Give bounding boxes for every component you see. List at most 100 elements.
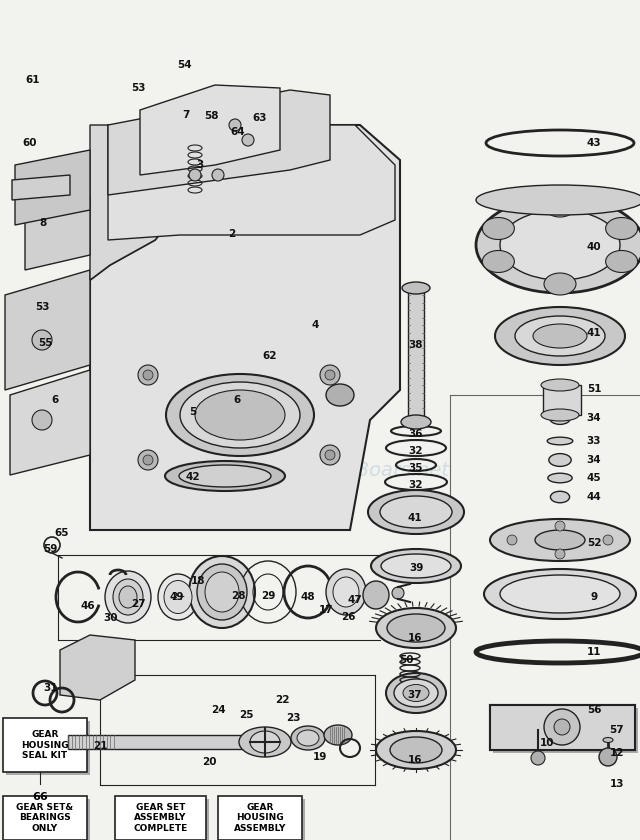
Bar [115,796,206,840]
Bar [3,718,87,772]
Text: 50: 50 [399,655,413,665]
Text: 19: 19 [313,752,327,762]
Text: 13: 13 [610,779,624,789]
Ellipse shape [105,571,151,623]
Polygon shape [90,125,400,530]
Polygon shape [15,150,90,225]
Ellipse shape [547,437,573,445]
Ellipse shape [376,608,456,648]
Circle shape [320,445,340,465]
Ellipse shape [326,569,366,615]
Bar [408,290,424,418]
Ellipse shape [541,379,579,391]
Ellipse shape [550,491,570,503]
Ellipse shape [239,727,291,757]
Text: 43: 43 [587,138,602,148]
Ellipse shape [189,556,255,628]
Text: 56: 56 [587,705,601,715]
Polygon shape [5,270,90,390]
Circle shape [189,169,201,181]
Circle shape [32,410,52,430]
Ellipse shape [605,218,637,239]
Text: 55: 55 [38,338,52,348]
Text: 12: 12 [610,748,624,758]
Ellipse shape [402,282,430,294]
Text: 60: 60 [23,138,37,148]
Text: GEAR
HOUSING
SEAL KIT: GEAR HOUSING SEAL KIT [21,730,69,760]
Text: 57: 57 [610,725,624,735]
Bar [543,385,581,415]
Polygon shape [90,125,178,280]
Ellipse shape [476,185,640,215]
Text: 21: 21 [93,741,108,751]
Text: 9: 9 [591,592,598,602]
Circle shape [320,365,340,385]
Ellipse shape [500,575,620,613]
Text: 41: 41 [587,328,602,338]
Ellipse shape [166,374,314,456]
Text: 53: 53 [131,83,145,93]
Ellipse shape [371,549,461,583]
Text: 53: 53 [35,302,49,312]
Text: 2+: 2+ [171,592,185,602]
Text: 4: 4 [311,320,319,330]
Text: 31: 31 [44,683,58,693]
Ellipse shape [158,574,198,620]
Text: 65: 65 [55,528,69,538]
Circle shape [138,365,158,385]
Ellipse shape [195,390,285,440]
Ellipse shape [297,730,319,746]
Bar [493,708,638,753]
Text: 52: 52 [587,538,601,548]
Text: 40: 40 [587,242,602,252]
Ellipse shape [541,409,579,421]
Ellipse shape [401,415,431,429]
Circle shape [325,450,335,460]
Bar [6,721,90,775]
Ellipse shape [605,250,637,272]
Ellipse shape [495,307,625,365]
Ellipse shape [535,530,585,550]
Text: 32: 32 [409,446,423,456]
Bar [490,705,635,750]
Circle shape [212,169,224,181]
Text: 5: 5 [189,407,196,417]
Text: 34: 34 [587,413,602,423]
Text: 63: 63 [253,113,268,123]
Ellipse shape [380,496,452,528]
Ellipse shape [544,195,576,217]
Circle shape [554,719,570,735]
Text: 34: 34 [587,455,602,465]
Text: 37: 37 [408,690,422,700]
Polygon shape [140,85,280,175]
Ellipse shape [197,564,247,620]
Ellipse shape [165,461,285,491]
Text: 20: 20 [202,757,216,767]
Ellipse shape [363,581,389,609]
Text: 7: 7 [182,110,189,120]
Text: 30: 30 [104,613,118,623]
Text: 66: 66 [32,792,48,802]
Ellipse shape [164,580,192,613]
Text: 32: 32 [409,480,423,490]
Bar [218,796,302,840]
Polygon shape [25,195,90,270]
Circle shape [325,370,335,380]
Text: 64: 64 [230,127,245,137]
Text: GEAR
HOUSING
ASSEMBLY: GEAR HOUSING ASSEMBLY [234,803,286,833]
Circle shape [555,549,565,559]
Text: 49: 49 [170,592,184,602]
Circle shape [599,748,617,766]
Text: 58: 58 [204,111,218,121]
Text: 41: 41 [408,513,422,523]
Circle shape [143,455,153,465]
Ellipse shape [548,454,572,466]
Ellipse shape [386,673,446,713]
Text: 38: 38 [409,340,423,350]
Text: GEAR SET
ASSEMBLY
COMPLETE: GEAR SET ASSEMBLY COMPLETE [133,803,188,833]
Bar [6,799,90,840]
Ellipse shape [403,685,429,701]
Polygon shape [108,125,395,240]
Ellipse shape [113,579,143,615]
Text: 35: 35 [409,463,423,473]
